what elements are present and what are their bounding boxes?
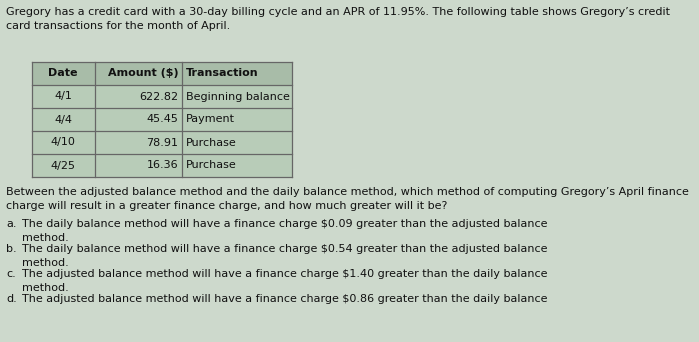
Text: The adjusted balance method will have a finance charge $0.86 greater than the da: The adjusted balance method will have a … [22,294,547,304]
Bar [31,154,292,177]
Text: Purchase: Purchase [186,160,237,171]
Text: The daily balance method will have a finance charge $0.09 greater than the adjus: The daily balance method will have a fin… [22,219,547,243]
Text: The daily balance method will have a finance charge $0.54 greater than the adjus: The daily balance method will have a fin… [22,244,547,268]
Text: Date: Date [48,68,78,79]
Text: The adjusted balance method will have a finance charge $1.40 greater than the da: The adjusted balance method will have a … [22,269,547,293]
Text: 16.36: 16.36 [147,160,178,171]
Text: Amount ($): Amount ($) [108,68,178,79]
Bar [31,108,292,131]
Bar [31,85,292,108]
Text: 4/25: 4/25 [50,160,75,171]
Text: c.: c. [6,269,16,279]
Text: d.: d. [6,294,17,304]
Bar [31,131,292,154]
Text: Between the adjusted balance method and the daily balance method, which method o: Between the adjusted balance method and … [6,187,689,211]
Text: 4/10: 4/10 [51,137,75,147]
Text: 622.82: 622.82 [139,92,178,102]
Text: Transaction: Transaction [186,68,259,79]
Text: Purchase: Purchase [186,137,237,147]
Text: 78.91: 78.91 [146,137,178,147]
Text: 4/1: 4/1 [55,92,72,102]
Text: Payment: Payment [186,115,236,124]
Text: Beginning balance: Beginning balance [186,92,290,102]
Text: Gregory has a credit card with a 30-day billing cycle and an APR of 11.95%. The : Gregory has a credit card with a 30-day … [6,7,670,31]
Bar [31,62,292,85]
Text: b.: b. [6,244,17,254]
Text: a.: a. [6,219,17,229]
Text: 45.45: 45.45 [147,115,178,124]
Text: 4/4: 4/4 [54,115,72,124]
